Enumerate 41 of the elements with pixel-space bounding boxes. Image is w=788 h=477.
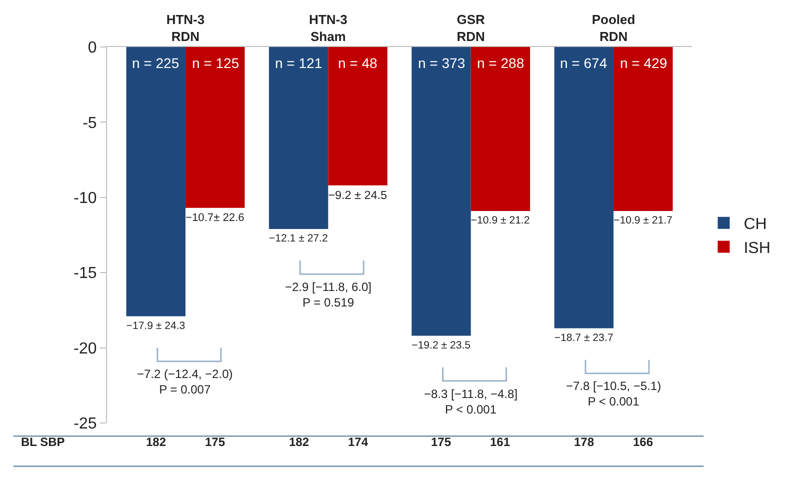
data-label: −10.9 ± 21.7 — [614, 214, 673, 227]
annotation: −8.3 [−11.8, −4.8] P < 0.001 — [424, 387, 518, 417]
y-tick-label: -5 — [82, 114, 97, 132]
data-label: −10.9 ± 21.2 — [470, 214, 530, 227]
y-tick-label: -25 — [74, 416, 97, 433]
annotation: −7.2 (−12.4, −2.0) P = 0.007 — [137, 367, 233, 397]
text: 174 — [348, 435, 368, 449]
data-label: −17.9 ± 24.3 — [126, 320, 186, 332]
y-tick-label: -20 — [74, 340, 97, 358]
legend-label: CH — [744, 216, 767, 234]
data-label: −12.1 ± 27.2 — [268, 232, 328, 245]
text: 182 — [146, 435, 166, 449]
text: 166 — [633, 435, 654, 449]
annotation: n = 674 — [560, 55, 608, 71]
legend-label: ISH — [744, 240, 770, 257]
text: 178 — [574, 435, 594, 449]
annotation: −2.9 [−11.8, 6.0] P = 0.519 — [285, 280, 372, 310]
x-tick-label: HTN-3 Sham — [309, 12, 348, 44]
text: 161 — [490, 435, 510, 449]
annotation: n = 121 — [275, 55, 322, 71]
x-tick-label: HTN-3 RDN — [166, 12, 205, 44]
annotation: n = 288 — [477, 55, 524, 71]
y-tick-label: -15 — [74, 265, 97, 282]
x-tick-label: Pooled RDN — [592, 12, 636, 44]
annotation: −7.8 [−10.5, −5.1) P < 0.001 — [566, 379, 662, 409]
data-label: −9.2 ± 24.5 — [328, 189, 388, 202]
text: 175 — [431, 435, 452, 449]
text: 175 — [205, 435, 226, 449]
annotation: n = 373 — [418, 55, 466, 71]
data-label: −10.7± 22.6 — [186, 212, 244, 224]
x-tick-label: GSR RDN — [456, 12, 486, 44]
text: 182 — [289, 435, 310, 449]
text: BL SBP — [21, 435, 65, 449]
annotation: n = 48 — [338, 55, 378, 71]
annotation: n = 225 — [132, 55, 180, 71]
data-label: −19.2 ± 23.5 — [412, 339, 471, 352]
y-tick-label: -10 — [74, 190, 97, 207]
y-tick-label: 0 — [88, 40, 97, 57]
annotation: n = 125 — [192, 55, 240, 71]
annotation: n = 429 — [620, 55, 668, 71]
data-label: −18.7 ± 23.7 — [554, 332, 614, 344]
